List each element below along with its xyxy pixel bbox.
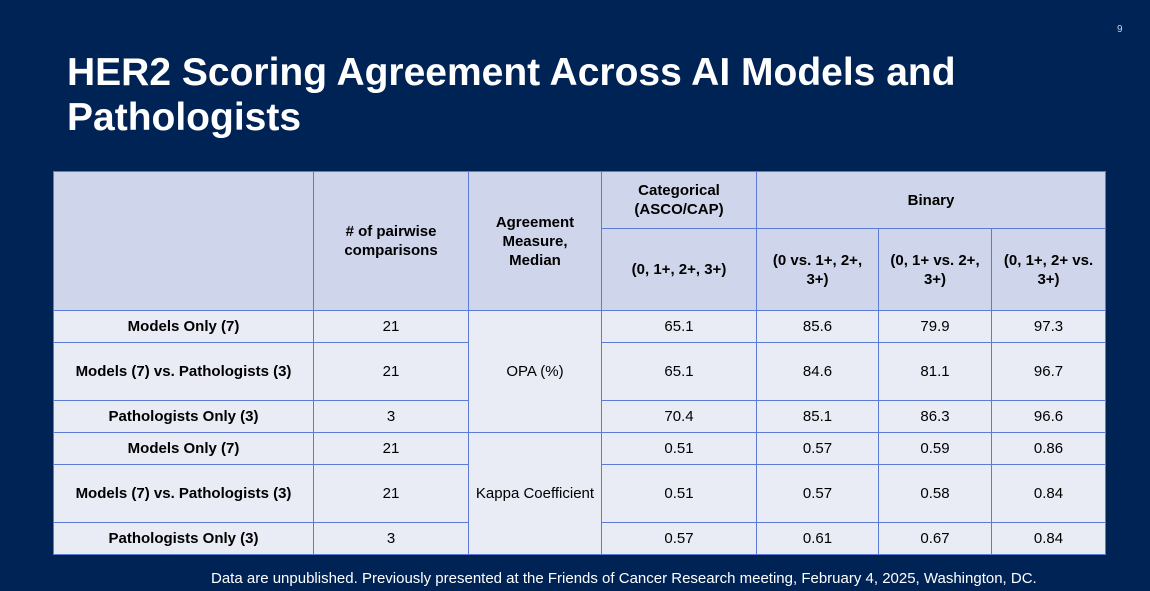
header-measure: Agreement Measure, Median (468, 171, 602, 311)
binary-cell: 0.57 (756, 432, 879, 465)
table-row: Models Only (7) 21 Kappa Coefficient 0.5… (53, 432, 1107, 555)
header-categorical-sub: (0, 1+, 2+, 3+) (601, 228, 757, 311)
header-binary-sub-3: (0, 1+, 2+ vs. 3+) (990, 228, 1107, 311)
table-row: Models (7) vs. Pathologists (3) 21 65.1 … (53, 342, 1107, 401)
slide-title: HER2 Scoring Agreement Across AI Models … (67, 51, 956, 139)
header-pairwise: # of pairwise comparisons (313, 171, 469, 311)
table-row: Models Only (7) 21 OPA (%) 65.1 85.6 79.… (53, 310, 1107, 433)
binary-cell: 85.6 (756, 310, 879, 343)
header-binary-sub-2: (0, 1+ vs. 2+, 3+) (878, 228, 992, 311)
categorical-cell: 65.1 (601, 310, 757, 343)
pairwise-cell: 3 (313, 400, 469, 433)
binary-cell: 0.58 (878, 464, 992, 523)
page-number: 9 (1117, 24, 1123, 35)
binary-cell: 0.84 (990, 522, 1107, 555)
binary-cell: 0.61 (756, 522, 879, 555)
corner-cell (53, 171, 314, 311)
row-label: Models (7) vs. Pathologists (3) (53, 342, 314, 401)
binary-cell: 0.67 (878, 522, 992, 555)
agreement-table: # of pairwise comparisons Agreement Meas… (53, 171, 1107, 555)
binary-cell: 79.9 (878, 310, 992, 343)
row-label: Pathologists Only (3) (53, 522, 314, 555)
footnote: Data are unpublished. Previously present… (211, 570, 1037, 587)
categorical-cell: 0.51 (601, 464, 757, 523)
pairwise-cell: 21 (313, 342, 469, 401)
categorical-cell: 0.51 (601, 432, 757, 465)
row-label: Models (7) vs. Pathologists (3) (53, 464, 314, 523)
categorical-cell: 65.1 (601, 342, 757, 401)
binary-cell: 97.3 (990, 310, 1107, 343)
header-categorical: Categorical (ASCO/CAP) (601, 171, 757, 229)
binary-cell: 85.1 (756, 400, 879, 433)
binary-cell: 0.84 (990, 464, 1107, 523)
header-binary: Binary (755, 171, 1107, 229)
categorical-cell: 0.57 (601, 522, 757, 555)
binary-cell: 0.86 (990, 432, 1107, 465)
categorical-cell: 70.4 (601, 400, 757, 433)
pairwise-cell: 21 (313, 432, 469, 465)
binary-cell: 84.6 (756, 342, 879, 401)
binary-cell: 96.7 (990, 342, 1107, 401)
binary-cell: 86.3 (878, 400, 992, 433)
header-binary-sub-1: (0 vs. 1+, 2+, 3+) (756, 228, 879, 311)
row-label: Models Only (7) (53, 310, 314, 343)
row-label: Pathologists Only (3) (53, 400, 314, 433)
pairwise-cell: 21 (313, 464, 469, 523)
pairwise-cell: 3 (313, 522, 469, 555)
table-row: Pathologists Only (3) 3 0.57 0.61 0.67 0… (53, 522, 1107, 555)
binary-cell: 0.59 (878, 432, 992, 465)
binary-cell: 81.1 (878, 342, 992, 401)
measure-cell-kappa: Kappa Coefficient (468, 432, 602, 555)
pairwise-cell: 21 (313, 310, 469, 343)
row-label: Models Only (7) (53, 432, 314, 465)
measure-cell-opa: OPA (%) (468, 310, 602, 433)
binary-cell: 96.6 (990, 400, 1107, 433)
binary-cell: 0.57 (756, 464, 879, 523)
